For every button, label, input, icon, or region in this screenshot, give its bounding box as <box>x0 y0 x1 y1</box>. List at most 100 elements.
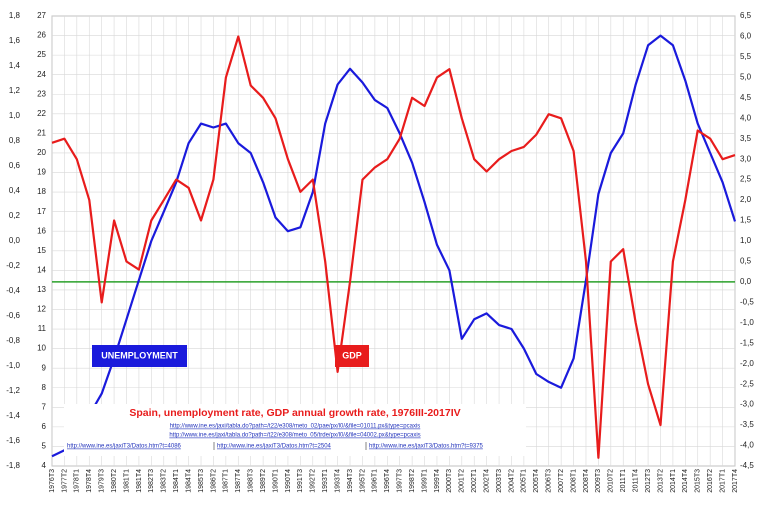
x-tick-label: 2000T3 <box>446 469 453 493</box>
source-link: http://www.ine.es/jaxiT3/Datos.htm?t=250… <box>217 444 332 450</box>
x-tick-label: 2014T4 <box>682 469 689 493</box>
x-tick-label: 1987T1 <box>223 469 230 493</box>
y2-tick-label: 0,5 <box>740 257 752 266</box>
legend-label: GDP <box>342 350 362 360</box>
y3-tick-label: 0,6 <box>9 161 21 170</box>
y2-tick-label: 1,0 <box>740 236 752 245</box>
y2-tick-label: -1,5 <box>740 338 754 347</box>
y3-tick-label: -1,0 <box>6 361 20 370</box>
series-line <box>51 35 736 459</box>
x-tick-label: 1978T1 <box>74 469 81 493</box>
y2-tick-label: -4,0 <box>740 441 754 450</box>
y-tick-label: 5 <box>42 442 47 451</box>
x-tick-label: 1986T2 <box>210 469 217 493</box>
x-tick-label: 1985T3 <box>198 469 205 493</box>
y2-tick-label: 2,0 <box>740 195 752 204</box>
x-tick-label: 2010T2 <box>608 469 615 493</box>
x-tick-label: 1996T4 <box>384 469 391 493</box>
legend-label: UNEMPLOYMENT <box>101 350 178 360</box>
y2-tick-label: 6,0 <box>740 32 752 41</box>
x-tick-label: 2017T1 <box>719 469 726 493</box>
x-tick-label: 1992T2 <box>310 469 317 493</box>
x-tick-label: 2006T3 <box>546 469 553 493</box>
legend-box <box>335 345 369 367</box>
x-tick-label: 1990T4 <box>285 469 292 493</box>
y2-tick-label: 3,0 <box>740 154 752 163</box>
y3-tick-label: -0,2 <box>6 261 20 270</box>
y2-tick-label: 1,5 <box>740 216 752 225</box>
y3-tick-label: 0,4 <box>9 186 21 195</box>
y-tick-label: 20 <box>37 148 46 157</box>
x-tick-label: 2012T3 <box>645 469 652 493</box>
x-tick-label: 1993T1 <box>322 469 329 493</box>
y3-tick-label: 0,2 <box>9 211 21 220</box>
y3-tick-label: -0,4 <box>6 286 20 295</box>
x-tick-label: 2011T4 <box>632 469 639 492</box>
y-tick-label: 24 <box>37 70 46 79</box>
y-tick-label: 27 <box>37 11 46 20</box>
series-line <box>51 34 737 458</box>
y-tick-label: 13 <box>37 285 46 294</box>
y2-tick-label: 5,0 <box>740 72 752 81</box>
y-tick-label: 25 <box>37 50 46 59</box>
source-link: http://www.ine.es/jaxi/tabla.do?path=/t2… <box>170 424 421 430</box>
source-link: http://www.ine.es/jaxi/tabla.do?path=/t2… <box>169 433 420 439</box>
y2-tick-label: 4,0 <box>740 113 752 122</box>
chart-title: Spain, unemployment rate, GDP annual gro… <box>129 407 460 419</box>
y-tick-label: 8 <box>42 383 47 392</box>
x-tick-label: 2002T4 <box>483 469 490 493</box>
x-tick-label: 2016T2 <box>707 469 714 493</box>
y3-tick-label: -1,6 <box>6 436 20 445</box>
y2-tick-label: -1,0 <box>740 318 754 327</box>
x-tick-label: 2017T4 <box>732 469 739 493</box>
x-tick-label: 1997T3 <box>397 469 404 493</box>
x-tick-label: 2015T3 <box>695 469 702 493</box>
x-tick-label: 1994T3 <box>347 469 354 493</box>
y3-tick-label: -1,8 <box>6 461 20 470</box>
y-tick-label: 22 <box>37 109 46 118</box>
x-tick-label: 1979T3 <box>99 469 106 493</box>
y-tick-label: 23 <box>37 89 46 98</box>
x-tick-label: 1978T4 <box>86 469 93 493</box>
y-tick-label: 16 <box>37 226 46 235</box>
x-tick-label: 2002T1 <box>471 469 478 493</box>
source-link: http://www.ine.es/jaxiT3/Datos.htm?t=408… <box>67 444 182 450</box>
source-box <box>64 404 526 456</box>
x-tick-label: 2013T2 <box>657 469 664 493</box>
y3-tick-label: -0,8 <box>6 336 20 345</box>
x-tick-label: 1984T1 <box>173 469 180 493</box>
x-tick-label: 1990T1 <box>272 469 279 493</box>
x-tick-label: 2001T2 <box>459 469 466 493</box>
y2-tick-label: 6,5 <box>740 11 752 20</box>
y2-tick-label: 3,5 <box>740 134 752 143</box>
x-tick-label: 2011T1 <box>620 469 627 492</box>
x-tick-label: 2008T1 <box>570 469 577 493</box>
y2-tick-label: 2,5 <box>740 175 752 184</box>
x-tick-label: 1999T4 <box>434 469 441 493</box>
y-tick-label: 26 <box>37 31 46 40</box>
y-tick-label: 17 <box>37 207 46 216</box>
plot-frame <box>51 15 736 467</box>
y3-tick-label: -1,2 <box>6 386 20 395</box>
x-tick-label: 1991T3 <box>297 469 304 493</box>
x-tick-label: 2004T2 <box>508 469 515 493</box>
y-tick-label: 14 <box>37 265 46 274</box>
x-tick-label: 2007T2 <box>558 469 565 493</box>
legend-box <box>92 345 187 367</box>
y3-tick-label: -0,6 <box>6 311 20 320</box>
source-link: http://www.ine.es/jaxiT3/Datos.htm?t=937… <box>369 444 484 450</box>
y-tick-label: 11 <box>38 324 47 333</box>
x-tick-label: 2005T4 <box>533 469 540 493</box>
y2-tick-label: -0,5 <box>740 297 754 306</box>
x-tick-label: 1993T4 <box>334 469 341 493</box>
x-tick-label: 1980T2 <box>111 469 118 493</box>
y2-tick-label: -2,5 <box>740 379 754 388</box>
y2-tick-label: -4,5 <box>740 461 754 470</box>
x-tick-label: 1995T2 <box>359 469 366 493</box>
y-tick-label: 19 <box>37 168 46 177</box>
y3-tick-label: 1,2 <box>9 86 21 95</box>
y2-tick-label: 4,5 <box>740 93 752 102</box>
y2-tick-label: 5,5 <box>740 52 752 61</box>
